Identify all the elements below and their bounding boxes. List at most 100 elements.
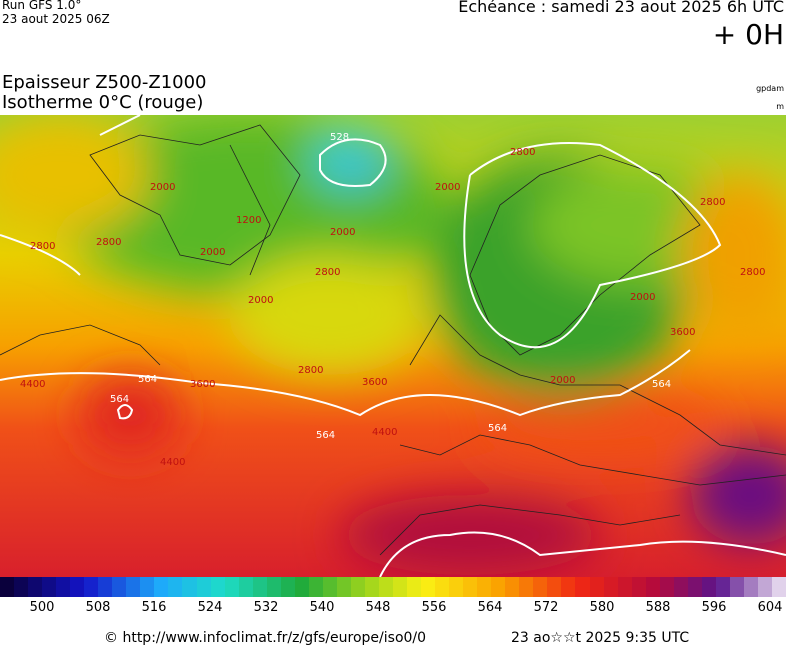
colorbar-tick-label: 604: [757, 600, 783, 615]
title-line1: Epaisseur Z500-Z1000: [2, 72, 207, 93]
colorbar-cell: [687, 577, 703, 597]
isotherm-label: 3600: [670, 327, 695, 338]
colorbar-tick-label: 580: [589, 600, 615, 615]
colorbar-tick-label: 508: [85, 600, 111, 615]
colorbar-cell: [238, 577, 254, 597]
colorbar-cell: [224, 577, 240, 597]
isotherm-label: 1200: [236, 215, 261, 226]
isotherm-label: 2800: [510, 147, 535, 158]
thickness-contours: [0, 115, 786, 577]
field-blobs: [0, 115, 786, 575]
colorbar-tick-label: 564: [477, 600, 503, 615]
colorbar-cell: [603, 577, 619, 597]
colorbar-cell: [701, 577, 717, 597]
colorbar: [0, 577, 786, 597]
colorbar-cell: [449, 577, 464, 597]
colorbar-cell: [547, 577, 562, 597]
isotherm-label: 2800: [740, 267, 765, 278]
colorbar-cell: [631, 577, 647, 597]
colorbar-cell: [673, 577, 689, 597]
lead-time: + 0H: [712, 18, 784, 51]
isotherm-label: 2800: [700, 197, 725, 208]
colorbar-cell: [56, 577, 71, 597]
colorbar-cell: [168, 577, 183, 597]
footer-source: © http://www.infoclimat.fr/z/gfs/europe/…: [104, 630, 427, 646]
colorbar-cell: [28, 577, 43, 597]
thickness-label: 564: [488, 423, 507, 434]
colorbar-cell: [308, 577, 324, 597]
colorbar-tick-label: 548: [365, 600, 391, 615]
colorbar-cell: [757, 577, 773, 597]
colorbar-tick-label: 500: [29, 600, 55, 615]
colorbar-cell: [378, 577, 394, 597]
isotherm-label: 2800: [96, 237, 121, 248]
isotherm-label: 2800: [315, 267, 340, 278]
isotherm-label: 4400: [372, 427, 397, 438]
colorbar-cell: [575, 577, 590, 597]
footer-generated: 23 ao☆☆t 2025 9:35 UTC: [511, 630, 690, 646]
colorbar-cell: [112, 577, 127, 597]
colorbar-tick-label: 516: [141, 600, 167, 615]
colorbar-cell: [407, 577, 422, 597]
thickness-label: 564: [652, 379, 671, 390]
colorbar-cell: [435, 577, 450, 597]
colorbar-cell: [154, 577, 169, 597]
colorbar-cell: [210, 577, 226, 597]
colorbar-tick-label: 532: [253, 600, 279, 615]
coastlines: [0, 124, 786, 556]
colorbar-tick-label: 556: [421, 600, 447, 615]
colorbar-cell: [182, 577, 197, 597]
run-date: 23 aout 2025 06Z: [2, 12, 110, 26]
isotherm-label: 2000: [150, 182, 175, 193]
colorbar-cell: [84, 577, 99, 597]
isotherm-label: 2000: [330, 227, 355, 238]
colorbar-tick-label: 540: [309, 600, 335, 615]
colorbar-cell: [505, 577, 520, 597]
colorbar-cell: [140, 577, 155, 597]
colorbar-cell: [743, 577, 759, 597]
colorbar-cell: [729, 577, 745, 597]
colorbar-cell: [771, 577, 786, 597]
colorbar-cell: [252, 577, 268, 597]
colorbar-cell: [280, 577, 296, 597]
colorbar-cell: [519, 577, 534, 597]
isotherm-label: 2000: [248, 295, 273, 306]
colorbar-cell: [659, 577, 675, 597]
isotherm-label: 2800: [30, 241, 55, 252]
colorbar-cell: [645, 577, 661, 597]
colorbar-cell: [533, 577, 548, 597]
unit-height: m: [776, 102, 784, 111]
colorbar-cell: [42, 577, 57, 597]
colorbar-cell: [715, 577, 731, 597]
thickness-label: 564: [316, 430, 335, 441]
colorbar-cell: [350, 577, 366, 597]
colorbar-cell: [336, 577, 352, 597]
colorbar-tick-label: 596: [701, 600, 727, 615]
thickness-label: 528: [330, 132, 349, 143]
map: 528 564 564 564 564 564 2800 2000 1200 2000 2000 28…: [0, 115, 786, 577]
thickness-label: 564: [110, 394, 129, 405]
run-label: Run GFS 1.0°: [2, 0, 82, 12]
colorbar-cell: [98, 577, 113, 597]
isotherm-label: 4400: [20, 379, 45, 390]
colorbar-cell: [70, 577, 85, 597]
colorbar-cell: [589, 577, 605, 597]
isotherm-label: 2000: [200, 247, 225, 258]
colorbar-cell: [126, 577, 141, 597]
colorbar-cell: [421, 577, 436, 597]
forecast-time: Echéance : samedi 23 aout 2025 6h UTC: [458, 0, 784, 16]
colorbar-cell: [491, 577, 506, 597]
colorbar-cell: [477, 577, 492, 597]
colorbar-cell: [196, 577, 212, 597]
colorbar-cell: [14, 577, 29, 597]
colorbar-cell: [393, 577, 408, 597]
isotherm-label: 3600: [190, 379, 215, 390]
colorbar-cell: [463, 577, 478, 597]
colorbar-cell: [364, 577, 380, 597]
colorbar-cell: [617, 577, 633, 597]
colorbar-tick-label: 524: [197, 600, 223, 615]
isotherm-label: 3600: [362, 377, 387, 388]
isotherm-label: 2000: [435, 182, 460, 193]
colorbar-cell: [294, 577, 310, 597]
